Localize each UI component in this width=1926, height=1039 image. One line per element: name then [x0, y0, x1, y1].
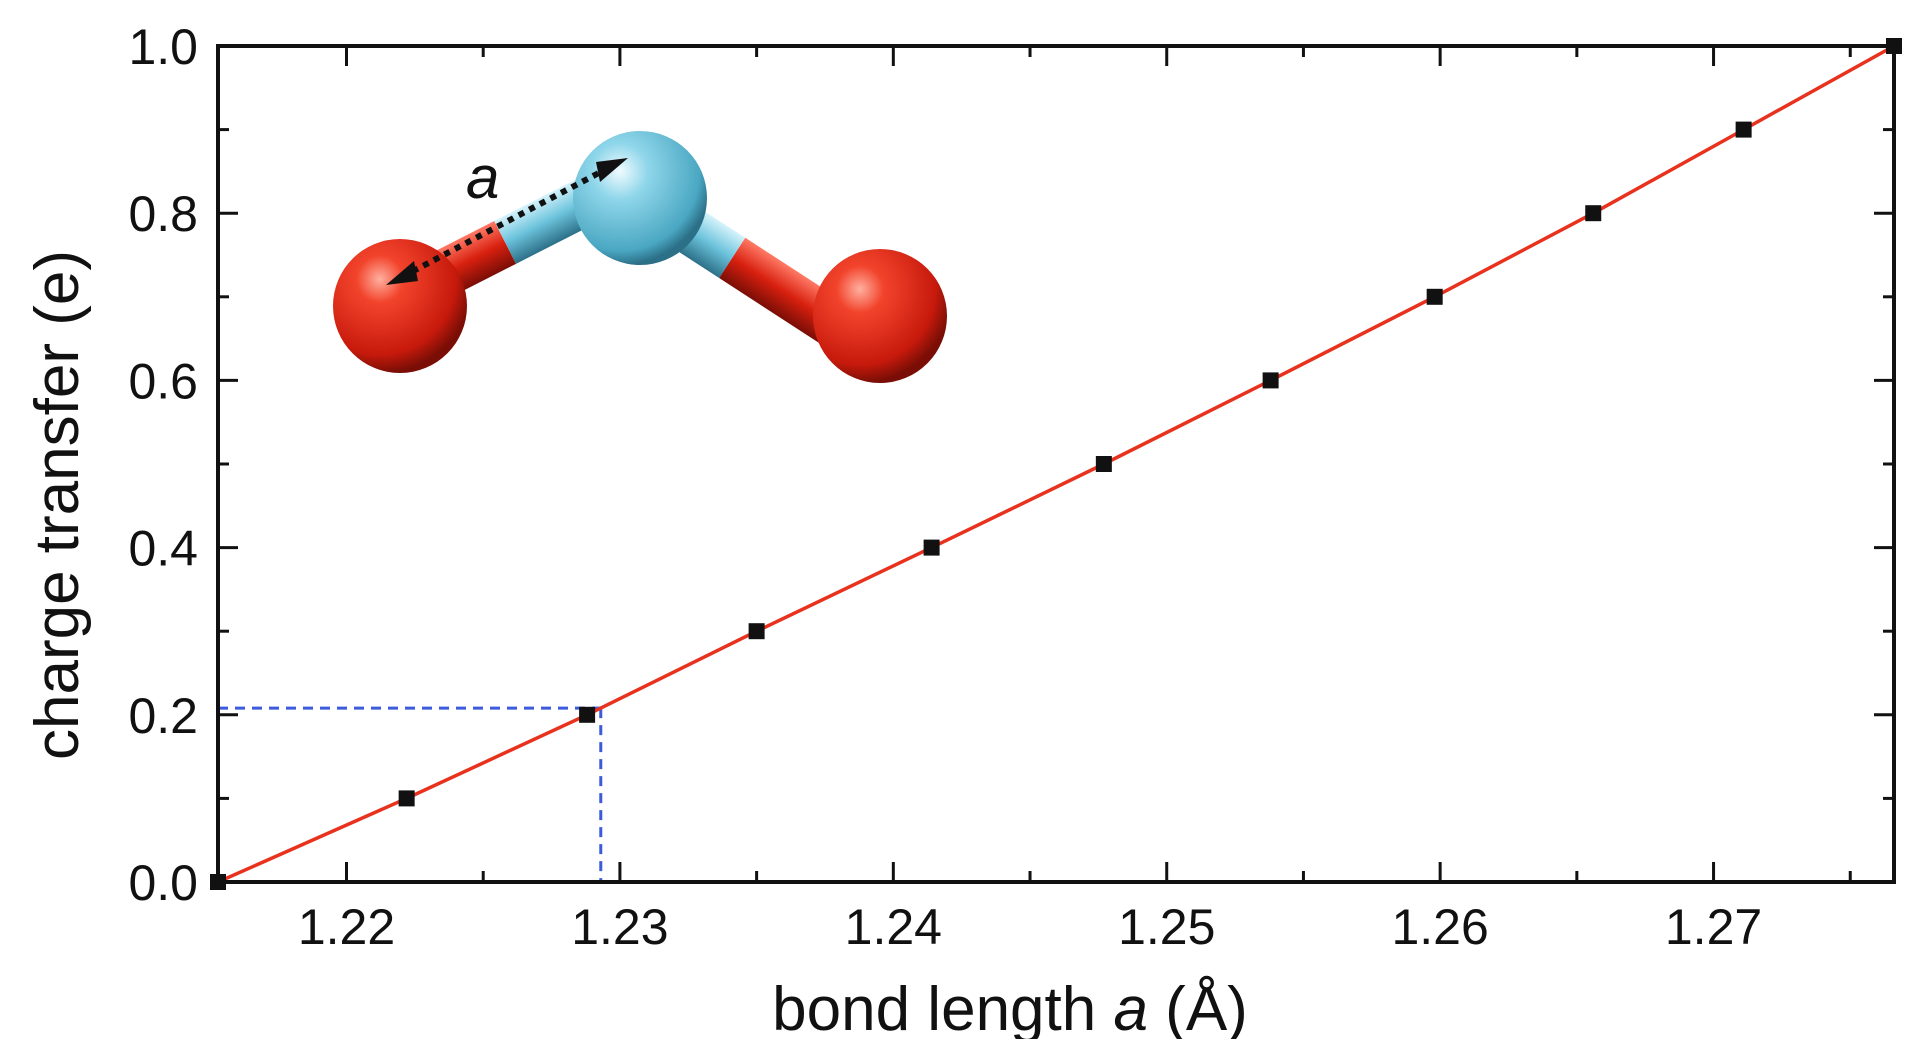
x-tick-label: 1.27	[1665, 899, 1762, 955]
x-tick-label: 1.22	[298, 899, 395, 955]
data-point	[1095, 456, 1112, 472]
data-point	[579, 706, 596, 723]
y-tick-label: 0.2	[128, 688, 198, 744]
x-tick-label: 1.24	[845, 899, 942, 955]
x-axis-title: bond length a (Å)	[772, 975, 1248, 1039]
x-tick-label: 1.23	[571, 899, 668, 955]
oxygen-atom-right	[813, 249, 947, 383]
oxygen-atom-left	[333, 239, 467, 373]
data-markers	[210, 38, 1902, 890]
data-point	[1886, 38, 1902, 54]
data-point	[210, 874, 226, 890]
data-point	[1426, 288, 1443, 305]
y-tick-label: 0.4	[128, 521, 198, 577]
bond-length-arrow	[386, 158, 628, 285]
center-atom	[573, 131, 707, 265]
x-axis-ticks: 1.22 1.23 1.24 1.25 1.26 1.27	[298, 46, 1852, 955]
molecule-inset: a	[333, 131, 947, 383]
data-point	[748, 623, 765, 640]
data-point	[1585, 205, 1602, 222]
y-axis-ticks: 0.0 0.2 0.4 0.6 0.8 1.0	[128, 19, 1894, 911]
y-tick-label: 0.0	[128, 855, 198, 911]
y-tick-label: 0.6	[128, 353, 198, 409]
data-point	[1735, 121, 1752, 138]
inset-bond-label: a	[466, 144, 499, 211]
y-axis-title: charge transfer (e)	[23, 250, 92, 760]
guide-lines	[218, 706, 603, 882]
data-point	[1262, 372, 1279, 389]
data-point	[398, 790, 415, 807]
x-tick-label: 1.25	[1118, 899, 1215, 955]
x-tick-label: 1.26	[1391, 899, 1488, 955]
y-tick-label: 0.8	[128, 186, 198, 242]
y-tick-label: 1.0	[128, 19, 198, 75]
data-point	[923, 539, 940, 556]
